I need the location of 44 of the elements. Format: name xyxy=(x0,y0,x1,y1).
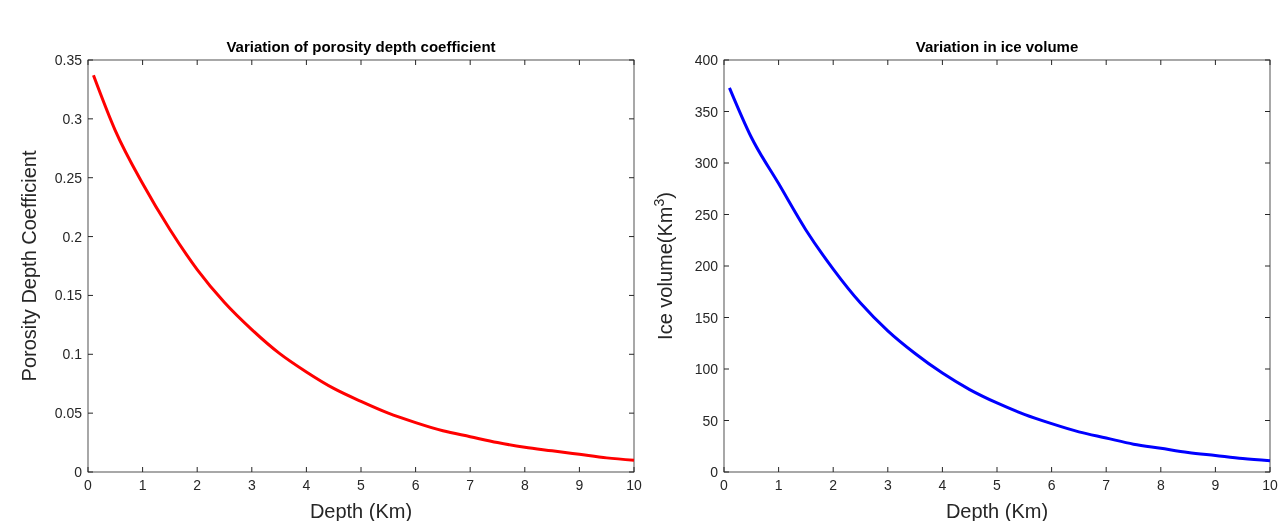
x-tick-label: 1 xyxy=(774,477,783,493)
y-tick-label: 350 xyxy=(694,103,719,120)
y-axis-title: Porosity Depth Coefficient xyxy=(18,150,40,382)
x-tick-label: 3 xyxy=(883,477,892,493)
x-tick-label: 5 xyxy=(357,477,366,493)
y-tick-label: 400 xyxy=(694,52,719,68)
y-tick-label: 0.35 xyxy=(54,52,83,68)
x-tick-label: 2 xyxy=(829,477,838,493)
y-tick-label: 50 xyxy=(702,412,719,429)
x-tick-label: 9 xyxy=(1211,477,1220,493)
y-tick-label: 200 xyxy=(694,258,719,274)
y-tick-label: 300 xyxy=(694,155,719,171)
x-tick-label: 7 xyxy=(466,477,475,493)
y-tick-label: 0.2 xyxy=(62,228,83,245)
y-tick-label: 100 xyxy=(694,361,719,377)
x-tick-label: 5 xyxy=(993,477,1002,493)
y-tick-label: 0 xyxy=(74,464,83,480)
x-tick-label: 6 xyxy=(411,477,420,493)
x-tick-label: 7 xyxy=(1102,477,1111,493)
chart-title: Variation of porosity depth coefficient xyxy=(226,38,496,55)
x-tick-label: 8 xyxy=(520,477,529,493)
x-tick-label: 4 xyxy=(938,477,947,493)
line-series xyxy=(91,73,636,462)
y-tick-label: 250 xyxy=(694,206,719,223)
x-tick-label: 3 xyxy=(247,477,256,493)
chart-title: Variation in ice volume xyxy=(915,38,1079,55)
x-tick-label: 2 xyxy=(193,477,202,493)
x-tick-label: 6 xyxy=(1047,477,1056,493)
x-tick-label: 9 xyxy=(575,477,584,493)
x-tick-label: 0 xyxy=(84,477,93,493)
line-series xyxy=(727,86,1272,463)
x-tick-label: 8 xyxy=(1156,477,1165,493)
y-tick-label: 0.15 xyxy=(54,287,83,304)
x-tick-label: 4 xyxy=(302,477,311,493)
y-tick-label: 0.1 xyxy=(62,346,83,363)
y-tick-label: 0.25 xyxy=(54,169,83,186)
y-tick-label: 0.05 xyxy=(54,405,83,422)
y-tick-label: 0.3 xyxy=(62,110,83,127)
x-tick-label: 10 xyxy=(1262,477,1278,493)
y-tick-label: 0 xyxy=(710,464,719,480)
y-tick-label: 150 xyxy=(694,309,719,326)
x-tick-label: 1 xyxy=(138,477,147,493)
x-tick-label: 10 xyxy=(626,477,642,493)
x-tick-label: 0 xyxy=(720,477,729,493)
